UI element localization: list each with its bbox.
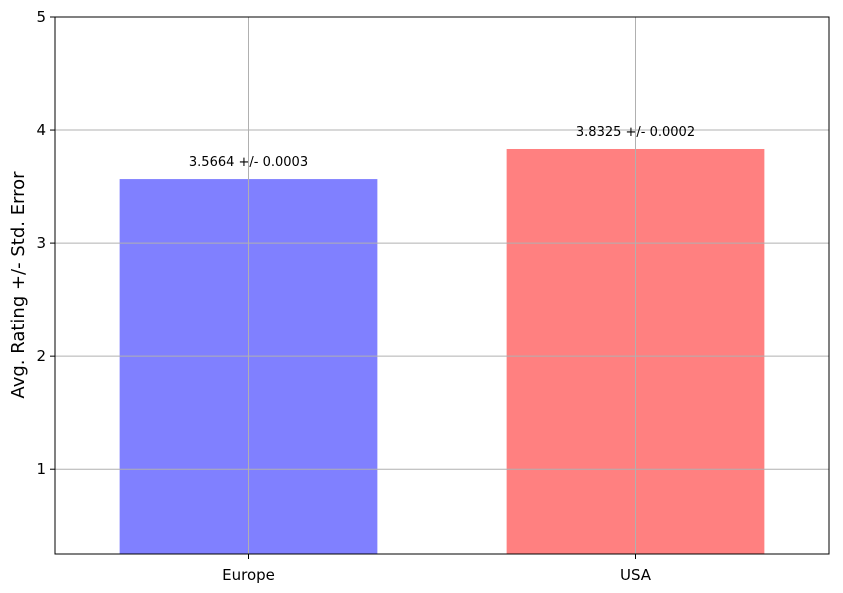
plot-frame xyxy=(54,16,830,555)
y-tick-label: 4 xyxy=(36,121,46,139)
y-axis-label: Avg. Rating +/- Std. Error xyxy=(8,171,29,399)
x-tick-label: USA xyxy=(620,566,652,584)
y-tick-label: 3 xyxy=(36,234,46,252)
data-label-europe: 3.5664 +/- 0.0003 xyxy=(189,155,308,170)
data-label-usa: 3.8325 +/- 0.0002 xyxy=(576,125,695,140)
x-tick-label: Europe xyxy=(222,566,275,584)
y-tick-label: 1 xyxy=(36,460,46,478)
y-tick-label: 5 xyxy=(36,8,46,26)
y-tick-label: 2 xyxy=(36,347,46,365)
